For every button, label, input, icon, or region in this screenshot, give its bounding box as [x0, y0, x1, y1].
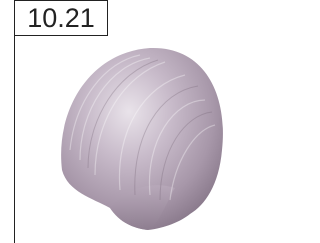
shade-code: 10.21 [27, 3, 95, 33]
hair-swatch [61, 48, 223, 230]
page: 10.21 (() => { const data = JSON.parse(d… [0, 0, 260, 243]
swatch-card: 10.21 [0, 0, 260, 243]
